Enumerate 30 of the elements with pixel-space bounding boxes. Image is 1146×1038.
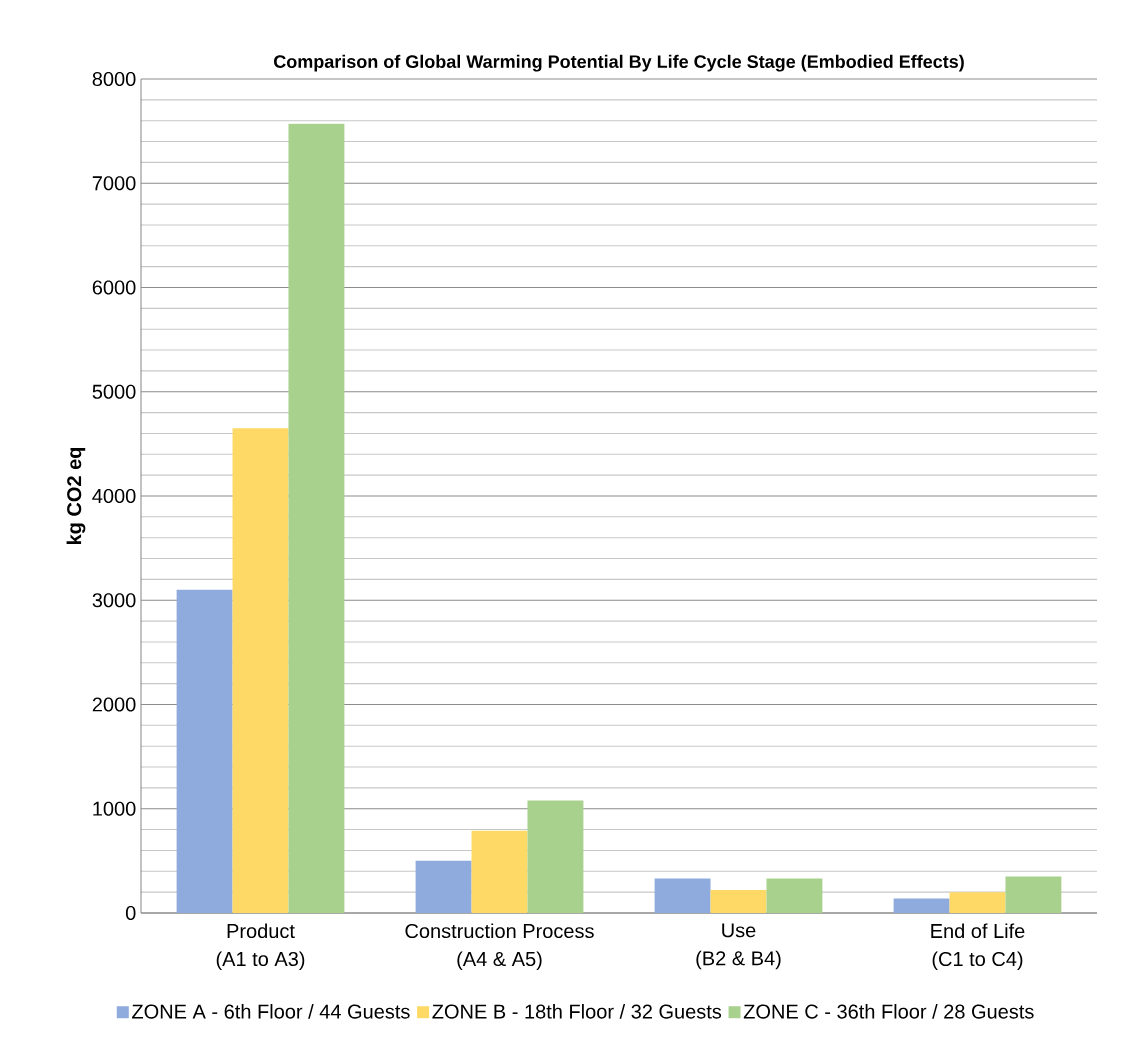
y-axis-title: kg CO2 eq [66, 447, 86, 545]
bar [527, 800, 584, 913]
y-tick-label: 2000 [92, 697, 136, 712]
bar [949, 892, 1006, 913]
bar [710, 890, 767, 913]
bar [766, 878, 823, 913]
y-tick-label: 5000 [92, 384, 136, 399]
x-tick-label: End of Life (C1 to C4) [931, 923, 1025, 971]
bar [1005, 876, 1062, 913]
bar [415, 860, 472, 913]
bar [176, 589, 233, 913]
x-tick-label: Use (B2 & B4) [696, 923, 781, 970]
y-tick-label: 4000 [92, 488, 136, 504]
legend-label: ZONE C - 36th Floor / 28 Guests [743, 1003, 1034, 1019]
y-tick-label: 1000 [93, 801, 136, 816]
y-tick-label: 7000 [92, 176, 136, 191]
legend-label: ZONE A - 6th Floor / 44 Guests [132, 1003, 410, 1019]
y-tick-label: 6000 [92, 280, 136, 295]
y-tick-label: 3000 [92, 593, 136, 608]
y-tick-label: 0 [125, 905, 136, 921]
bar [654, 878, 711, 913]
x-tick-label: Product (A1 to A3) [216, 923, 305, 971]
bar [471, 830, 528, 913]
x-tick-label: Construction Process (A4 & A5) [405, 923, 594, 971]
legend-label: ZONE B - 18th Floor / 32 Guests [432, 1003, 722, 1019]
bar [232, 428, 289, 913]
chart-title: Comparison of Global Warming Potential By Life Cycle Stage (Embodied Effects) [274, 54, 964, 72]
bar [288, 123, 345, 913]
bar [893, 898, 950, 913]
y-tick-label: 8000 [92, 71, 136, 87]
